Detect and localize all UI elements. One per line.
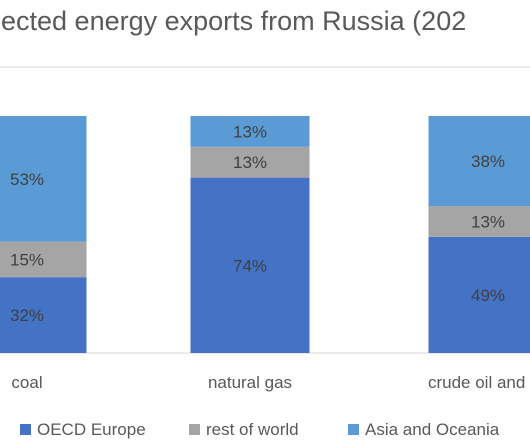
legend-label-rest-of-world: rest of world [206,420,299,439]
x-tick-label-crude-oil-and-co: crude oil and co [428,373,530,392]
data-label-coal-asia-and-oceania: 53% [10,170,44,189]
data-label-natural-gas-rest-of-world: 13% [233,153,267,172]
bar-coal-asia-and-oceania [0,116,87,242]
x-tick-label-natural-gas: natural gas [208,373,292,392]
legend-label-asia-and-oceania: Asia and Oceania [365,420,500,439]
chart-title: lected energy exports from Russia (202 [0,6,466,36]
data-label-natural-gas-asia-and-oceania: 13% [233,122,267,141]
legend-item-oecd-europe: OECD Europe [20,420,146,439]
data-label-coal-rest-of-world: 15% [10,250,44,269]
bar-natural-gas-asia-and-oceania [190,116,310,147]
x-axis-labels: coal natural gas crude oil and co [11,373,530,392]
legend-swatch-rest-of-world [189,424,200,435]
legend-label-oecd-europe: OECD Europe [37,420,146,439]
data-label-crude-oil-and-co-asia-and-oceania: 38% [471,152,505,171]
bar-crude-oil-and-co-rest-of-world [428,206,530,237]
bar-natural-gas-oecd-europe [190,177,310,353]
data-label-natural-gas-oecd-europe: 74% [233,256,267,275]
legend-swatch-asia-and-oceania [348,424,359,435]
bar-crude-oil-and-co-asia-and-oceania [428,116,530,207]
legend: OECD Europe rest of world Asia and Oceania [20,420,500,439]
bar-coal-rest-of-world [0,241,87,278]
bar-crude-oil-and-co-oecd-europe [428,236,530,353]
legend-item-rest-of-world: rest of world [189,420,299,439]
bar-coal-oecd-europe [0,277,87,353]
x-tick-label-coal: coal [11,373,42,392]
legend-item-asia-and-oceania: Asia and Oceania [348,420,500,439]
bars-group: 32% 15% 53% 74% 13% 13% 49% 13% 38% [0,116,530,353]
bar-natural-gas-rest-of-world [190,146,310,178]
data-label-crude-oil-and-co-oecd-europe: 49% [471,286,505,305]
legend-swatch-oecd-europe [20,424,31,435]
data-label-crude-oil-and-co-rest-of-world: 13% [471,212,505,231]
data-label-coal-oecd-europe: 32% [10,306,44,325]
